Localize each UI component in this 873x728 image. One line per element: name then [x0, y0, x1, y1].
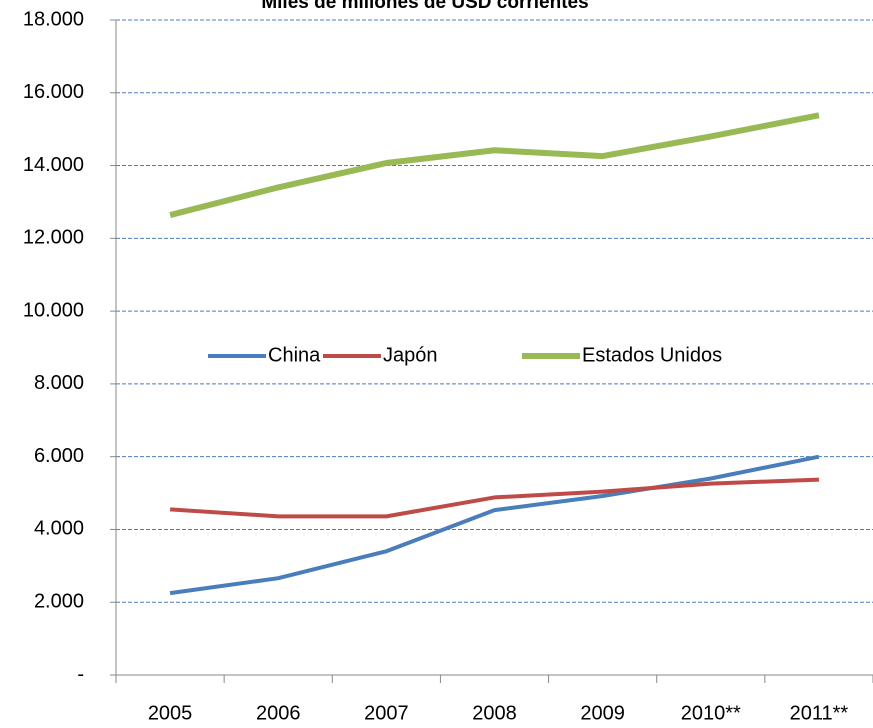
x-tick-label: 2009	[580, 702, 625, 724]
x-tick-label: 2010**	[681, 702, 741, 724]
y-tick-label: 2.000	[34, 591, 84, 613]
x-tick-label: 2005	[148, 702, 193, 724]
x-tick-label: 2006	[256, 702, 301, 724]
x-tick-label: 2007	[364, 702, 409, 724]
y-tick-label: 12.000	[23, 227, 84, 249]
y-tick-label: 8.000	[34, 372, 84, 394]
y-tick-label: 4.000	[34, 518, 84, 540]
line-series	[169, 454, 820, 596]
line-series	[169, 112, 820, 218]
legend-label: Estados Unidos	[582, 344, 722, 366]
legend-label: China	[268, 344, 321, 366]
y-tick-label: 10.000	[23, 299, 84, 321]
x-tick-label: 2011**	[790, 702, 849, 724]
x-tick-label: 2008	[472, 702, 517, 724]
chart-title: Miles de millones de USD corrientes	[261, 0, 588, 13]
legend-label: Japón	[383, 344, 438, 366]
y-tick-label: -	[77, 663, 84, 685]
y-tick-label: 18.000	[23, 8, 84, 30]
y-tick-label: 6.000	[34, 445, 84, 467]
line-series	[169, 477, 820, 519]
y-tick-label: 16.000	[23, 81, 84, 103]
y-tick-label: 14.000	[23, 154, 84, 176]
